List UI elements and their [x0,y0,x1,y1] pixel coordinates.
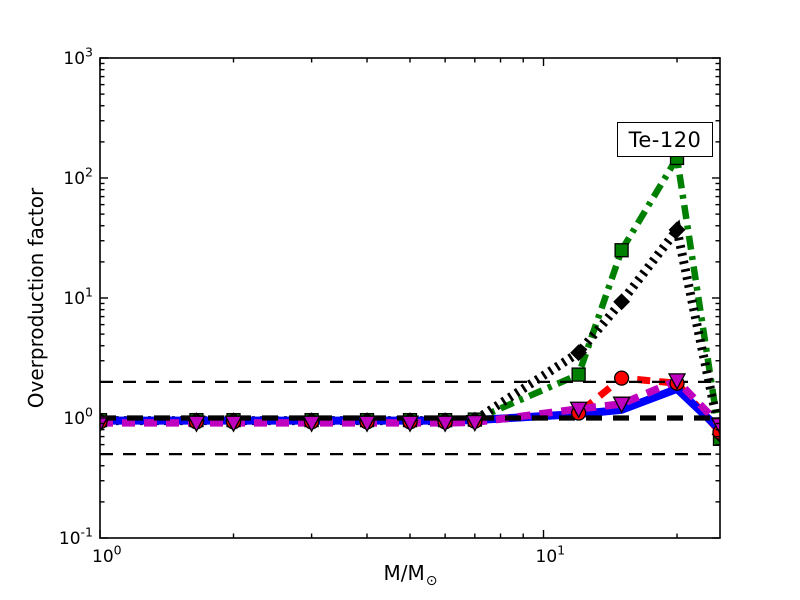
triangle-down-marker-magenta-dashed-triangles [187,415,206,433]
y-tick-label: 103 [63,45,93,70]
x-tick-label: 101 [536,543,566,568]
circle-marker-red-dashed-circles [613,370,630,386]
isotope-label: Te-120 [628,127,702,152]
diamond-marker-black-dotted-diamonds [668,221,686,239]
triangle-down-marker-magenta-dashed-triangles [224,415,243,433]
y-axis-label: Overproduction factor [24,187,48,409]
isotope-label-box: Te-120 [617,122,713,157]
sun-symbol: ⊙ [425,573,438,589]
y-tick-label: 10-1 [59,525,93,550]
x-axis-label-main: M/M [383,561,425,585]
square-marker-green-dashdot-squares [571,367,586,382]
series-line-magenta-dashed-triangles [100,376,720,428]
triangle-down-marker-magenta-dashed-triangles [667,373,687,391]
triangle-down-marker-magenta-dashed-triangles [710,417,720,435]
triangle-down-marker-magenta-dashed-triangles [302,415,321,433]
y-tick-label: 101 [63,285,93,310]
x-tick-label: 100 [92,543,122,568]
markers-layer [100,150,720,447]
x-axis-label: M/M⊙ [383,561,438,589]
triangle-down-marker-magenta-dashed-triangles [436,415,455,433]
diamond-marker-black-dotted-diamonds [570,344,588,362]
triangle-down-marker-magenta-dashed-triangles [569,401,588,419]
plot-spines [99,57,721,539]
diamond-marker-black-dotted-diamonds [613,293,631,311]
y-tick-label: 100 [63,405,93,430]
triangle-down-marker-magenta-dashed-triangles [400,415,420,433]
triangle-down-marker-magenta-dashed-triangles [465,414,484,433]
square-marker-green-dashdot-squares [614,243,629,258]
triangle-down-marker-magenta-dashed-triangles [612,396,631,414]
triangle-down-marker-magenta-dashed-triangles [357,415,377,433]
y-tick-label: 102 [63,165,93,190]
